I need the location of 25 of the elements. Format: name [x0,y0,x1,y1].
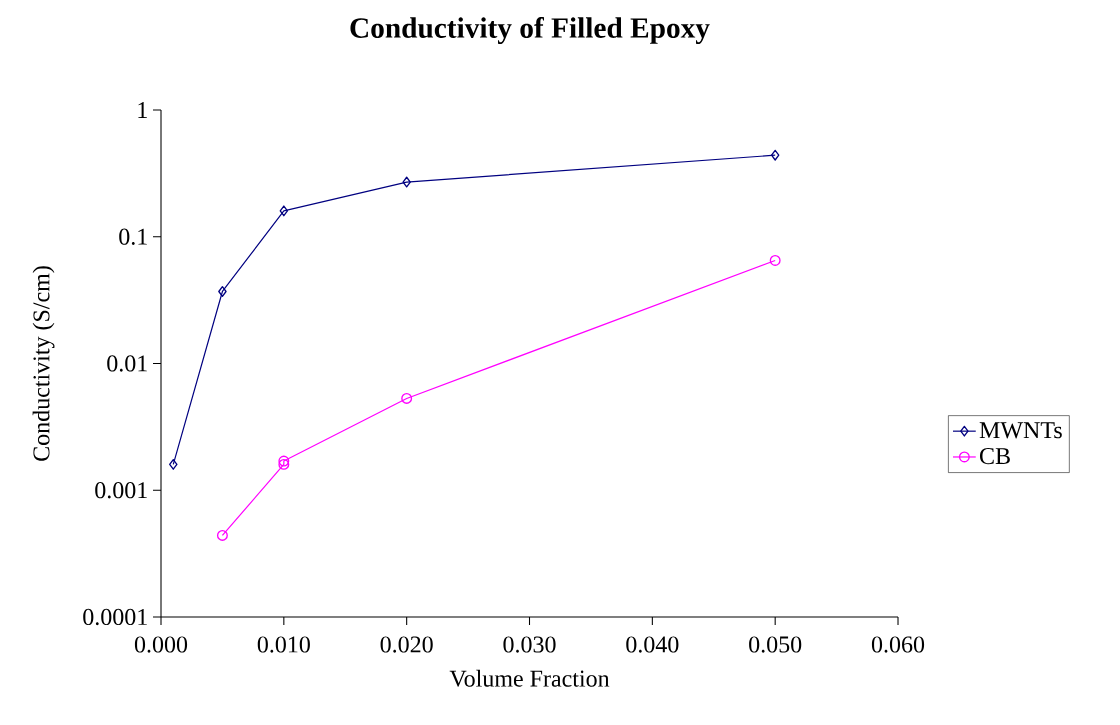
x-tick-label: 0.010 [257,636,310,653]
legend-label: MWNTs [979,422,1062,439]
y-tick-label: 0.01 [107,355,147,372]
point [401,392,413,404]
y-tick-label: 0.0001 [83,608,147,626]
y-tick-label: 1 [138,102,147,118]
x-tick-label: 0.020 [380,636,433,653]
x-tick-label: 0.060 [871,636,925,653]
y-tick-label: 0.001 [95,482,147,499]
x-axis-title: Volume Fraction [449,669,610,687]
x-tick-label: 0.000 [134,636,188,653]
point [769,254,781,266]
point [279,205,289,217]
y-axis-title: Conductivity (S/cm) [32,266,55,461]
x-tick-label: 0.040 [626,636,679,653]
y-tick-label: 0.1 [119,228,147,245]
point [216,529,228,541]
point [169,458,178,470]
point [402,176,411,188]
point [770,149,780,161]
x-tick-label: 0.050 [749,636,802,653]
x-tick-label: 0.030 [503,636,556,653]
chart-title: Conductivity of Filled Epoxy [350,16,710,44]
legend-label: CB [980,448,1010,465]
point [218,286,227,297]
